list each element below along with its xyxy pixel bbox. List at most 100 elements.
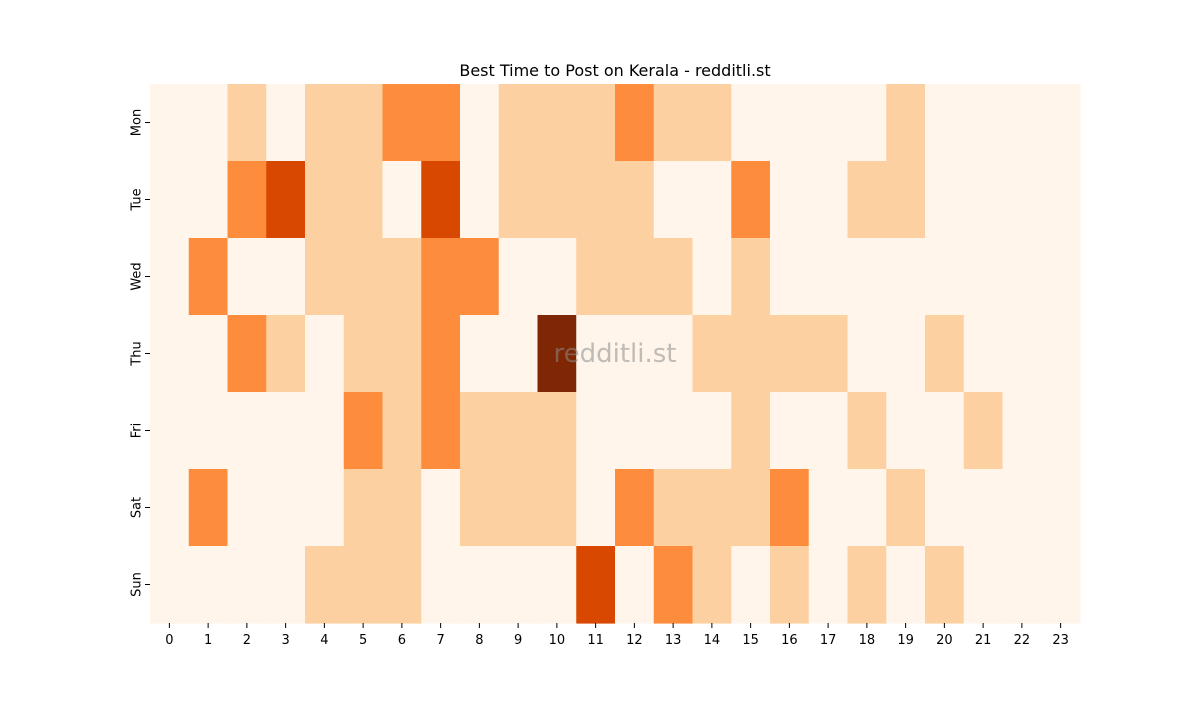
heatmap-cell-wed-2 [227, 238, 267, 316]
heatmap-cell-tue-11 [576, 161, 616, 239]
y-tick-label: Tue [130, 188, 145, 211]
heatmap-cell-fri-23 [1041, 392, 1081, 470]
heatmap-cell-sun-16 [770, 546, 810, 624]
heatmap-cell-thu-4 [305, 315, 345, 393]
heatmap-cell-thu-13 [653, 315, 694, 393]
heatmap-cell-sun-8 [460, 546, 500, 624]
heatmap-cell-sun-14 [692, 546, 732, 624]
heatmap-cell-wed-4 [305, 238, 345, 316]
heatmap-cell-thu-10 [537, 315, 577, 393]
x-tick-label: 15 [742, 633, 759, 648]
heatmap-cell-thu-15 [731, 315, 771, 393]
heatmap-cell-sun-17 [808, 546, 849, 624]
heatmap-cell-tue-19 [886, 161, 926, 239]
heatmap-cell-sun-7 [421, 546, 461, 624]
x-axis: 0 1 2 3 4 5 6 7 8 9 10 11 12 13 14 15 16 17 18 19 20 21 22 23 [165, 623, 1069, 648]
heatmap-cell-sat-10 [537, 469, 577, 547]
heatmap-cell-sun-23 [1041, 546, 1081, 624]
heatmap-cell-fri-19 [886, 392, 926, 470]
heatmap-cell-fri-21 [963, 392, 1004, 470]
x-tick-label: 0 [165, 633, 173, 648]
x-tick-label: 10 [549, 633, 566, 648]
heatmap-cell-fri-14 [692, 392, 732, 470]
heatmap-cell-mon-17 [808, 84, 849, 162]
heatmap-cell-mon-13 [653, 84, 694, 162]
x-tick-label: 11 [587, 633, 604, 648]
heatmap-cell-tue-10 [537, 161, 577, 239]
x-tick-label: 17 [820, 633, 837, 648]
heatmap-cell-mon-14 [692, 84, 732, 162]
heatmap-cell-sat-6 [382, 469, 422, 547]
x-tick-label: 16 [781, 633, 798, 648]
heatmap-cell-wed-5 [343, 238, 384, 316]
heatmap-cell-sat-19 [886, 469, 926, 547]
heatmap-cell-sat-15 [731, 469, 771, 547]
heatmap-cell-tue-14 [692, 161, 732, 239]
y-tick-label: Wed [130, 262, 145, 290]
heatmap-cell-tue-1 [188, 161, 229, 239]
heatmap-cell-wed-20 [925, 238, 965, 316]
heatmap-cell-fri-9 [498, 392, 539, 470]
heatmap-cell-sun-6 [382, 546, 422, 624]
heatmap-cell-fri-11 [576, 392, 616, 470]
heatmap-cell-wed-22 [1002, 238, 1042, 316]
x-tick-label: 21 [975, 633, 992, 648]
heatmap-cell-fri-7 [421, 392, 461, 470]
x-tick-label: 2 [243, 633, 251, 648]
x-tick-label: 4 [320, 633, 328, 648]
heatmap-cell-tue-13 [653, 161, 694, 239]
x-tick-label: 18 [859, 633, 876, 648]
heatmap-cell-mon-0 [150, 84, 190, 162]
heatmap-cell-sat-4 [305, 469, 345, 547]
heatmap-cell-mon-10 [537, 84, 577, 162]
heatmap-cell-wed-13 [653, 238, 694, 316]
heatmap-cell-tue-12 [615, 161, 655, 239]
heatmap-cell-sat-21 [963, 469, 1004, 547]
heatmap-cell-tue-4 [305, 161, 345, 239]
heatmap-cell-tue-0 [150, 161, 190, 239]
heatmap-cell-thu-20 [925, 315, 965, 393]
heatmap-cell-fri-13 [653, 392, 694, 470]
heatmap-cell-sun-12 [615, 546, 655, 624]
heatmap-cell-wed-21 [963, 238, 1004, 316]
heatmap-cell-mon-4 [305, 84, 345, 162]
heatmap-cell-sun-5 [343, 546, 384, 624]
heatmap-cell-thu-0 [150, 315, 190, 393]
heatmap-cell-sat-2 [227, 469, 267, 547]
heatmap-cell-mon-1 [188, 84, 229, 162]
heatmap-cell-thu-11 [576, 315, 616, 393]
heatmap-cell-tue-18 [847, 161, 887, 239]
heatmap-cell-thu-9 [498, 315, 539, 393]
y-tick-label: Thu [130, 341, 145, 366]
y-tick-label: Fri [130, 423, 145, 439]
heatmap-cell-fri-3 [266, 392, 306, 470]
x-tick-label: 13 [665, 633, 682, 648]
heatmap-cell-thu-18 [847, 315, 887, 393]
x-tick-label: 19 [897, 633, 914, 648]
x-tick-label: 9 [514, 633, 522, 648]
heatmap-cell-mon-6 [382, 84, 422, 162]
x-tick-label: 8 [475, 633, 483, 648]
heatmap-cell-tue-5 [343, 161, 384, 239]
heatmap-cell-thu-16 [770, 315, 810, 393]
heatmap-cell-thu-2 [227, 315, 267, 393]
heatmap-cell-tue-6 [382, 161, 422, 239]
heatmap-cell-tue-3 [266, 161, 306, 239]
heatmap-cell-wed-1 [188, 238, 229, 316]
y-tick-label: Mon [130, 109, 145, 136]
heatmap-cell-thu-5 [343, 315, 384, 393]
heatmap-cell-sat-16 [770, 469, 810, 547]
heatmap-cell-tue-9 [498, 161, 539, 239]
heatmap-cells [150, 84, 1081, 624]
heatmap-cell-wed-16 [770, 238, 810, 316]
heatmap-cell-tue-17 [808, 161, 849, 239]
heatmap-cell-thu-22 [1002, 315, 1042, 393]
heatmap-cell-mon-21 [963, 84, 1004, 162]
heatmap-cell-fri-22 [1002, 392, 1042, 470]
heatmap-cell-sat-17 [808, 469, 849, 547]
x-tick-label: 22 [1014, 633, 1031, 648]
heatmap-cell-sat-12 [615, 469, 655, 547]
heatmap-cell-sun-11 [576, 546, 616, 624]
